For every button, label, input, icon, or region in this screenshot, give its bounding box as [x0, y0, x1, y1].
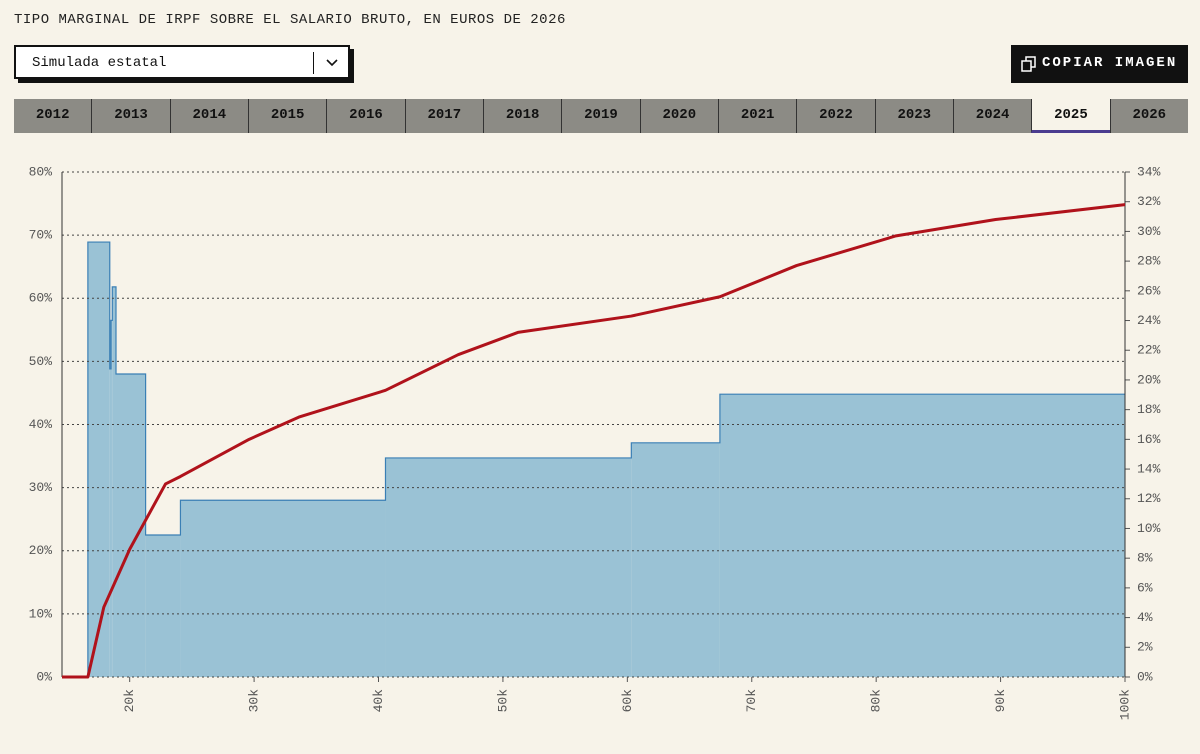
copy-button[interactable]: COPIAR IMAGEN	[1011, 45, 1188, 83]
year-tabs: 2012 2013 2014 2015 2016 2017 2018 2019 2020 2021…	[14, 99, 1188, 133]
copy-button-label: COPIAR IMAGEN	[1042, 55, 1178, 71]
step-bar	[385, 457, 632, 677]
year-tab[interactable]: 2018	[482, 99, 562, 133]
dropdown-separator	[313, 52, 314, 74]
y2-tick-label: 2%	[1137, 640, 1153, 655]
y2-tick-label: 18%	[1137, 402, 1161, 417]
y2-tick-label: 0%	[1137, 669, 1153, 684]
y-tick-label: 70%	[29, 228, 53, 243]
step-bar	[112, 286, 116, 677]
x-tick-label: 40k	[371, 689, 386, 713]
y2-tick-label: 4%	[1137, 610, 1153, 625]
y2-tick-label: 28%	[1137, 254, 1161, 269]
y2-tick-label: 12%	[1137, 491, 1161, 506]
dropdown-value: Simulada estatal	[32, 55, 167, 71]
y-tick-label: 40%	[29, 417, 53, 432]
y2-tick-label: 14%	[1137, 461, 1161, 476]
page-title: TIPO MARGINAL DE IRPF SOBRE EL SALARIO B…	[14, 12, 566, 28]
year-tab[interactable]: 2019	[561, 99, 640, 133]
year-tab[interactable]: 2020	[639, 99, 718, 133]
x-tick-label: 90k	[993, 689, 1008, 713]
x-tick-label: 50k	[495, 689, 510, 713]
x-tick-label: 20k	[122, 689, 137, 713]
step-bar	[115, 374, 146, 677]
step-bar	[631, 442, 720, 677]
y2-tick-label: 10%	[1137, 521, 1161, 536]
year-tab[interactable]: 2024	[952, 99, 1032, 133]
y2-tick-label: 20%	[1137, 372, 1161, 387]
x-tick-label: 80k	[869, 689, 884, 713]
year-tab[interactable]: 2017	[404, 99, 483, 133]
year-tab[interactable]: 2015	[247, 99, 327, 133]
y2-tick-label: 16%	[1137, 432, 1161, 447]
step-bar	[180, 500, 386, 677]
year-tab[interactable]: 2016	[326, 99, 405, 133]
y-tick-label: 10%	[29, 606, 53, 621]
chart: 0% 10% 20% 30% 40% 50% 60% 70% 80% 0% 2% 4% 6% 8% 10% 1…	[29, 164, 1161, 720]
x-tick-label: 60k	[620, 689, 635, 713]
y-tick-label: 80%	[29, 164, 53, 179]
y2-tick-label: 30%	[1137, 224, 1161, 239]
y2-tick-label: 22%	[1137, 343, 1161, 358]
year-tab[interactable]: 2026	[1109, 99, 1188, 133]
y2-tick-label: 24%	[1137, 313, 1161, 328]
year-tab[interactable]: 2025	[1031, 99, 1110, 133]
year-tab[interactable]: 2014	[169, 99, 248, 133]
x-tick-label: 30k	[247, 689, 262, 713]
year-tab[interactable]: 2021	[717, 99, 797, 133]
year-tab[interactable]: 2012	[14, 99, 92, 133]
y-tick-label: 0%	[36, 669, 52, 684]
year-tab[interactable]: 2013	[91, 99, 170, 133]
y2-tick-label: 34%	[1137, 164, 1161, 179]
y-tick-label: 20%	[29, 543, 53, 558]
step-outline	[62, 241, 1125, 678]
dropdown[interactable]: Simulada estatal	[14, 45, 350, 79]
step-bar	[87, 242, 110, 677]
copy-icon	[1021, 56, 1036, 72]
y-tick-label: 50%	[29, 354, 53, 369]
dropdown-arrow	[326, 59, 338, 67]
year-tab[interactable]: 2022	[796, 99, 875, 133]
step-bar	[145, 534, 181, 677]
step-bar	[109, 368, 112, 677]
step-bar	[719, 394, 1125, 677]
step-bar	[111, 320, 113, 677]
y2-tick-label: 26%	[1137, 283, 1161, 298]
y-tick-label: 30%	[29, 480, 53, 495]
x-tick-label: 100k	[1117, 689, 1132, 720]
y-tick-label: 60%	[29, 291, 53, 306]
line-series	[62, 203, 1126, 679]
y2-tick-label: 6%	[1137, 580, 1153, 595]
x-tick-label: 70k	[744, 689, 759, 713]
y2-tick-label: 8%	[1137, 551, 1153, 566]
y2-tick-label: 32%	[1137, 194, 1161, 209]
year-tab[interactable]: 2023	[874, 99, 953, 133]
